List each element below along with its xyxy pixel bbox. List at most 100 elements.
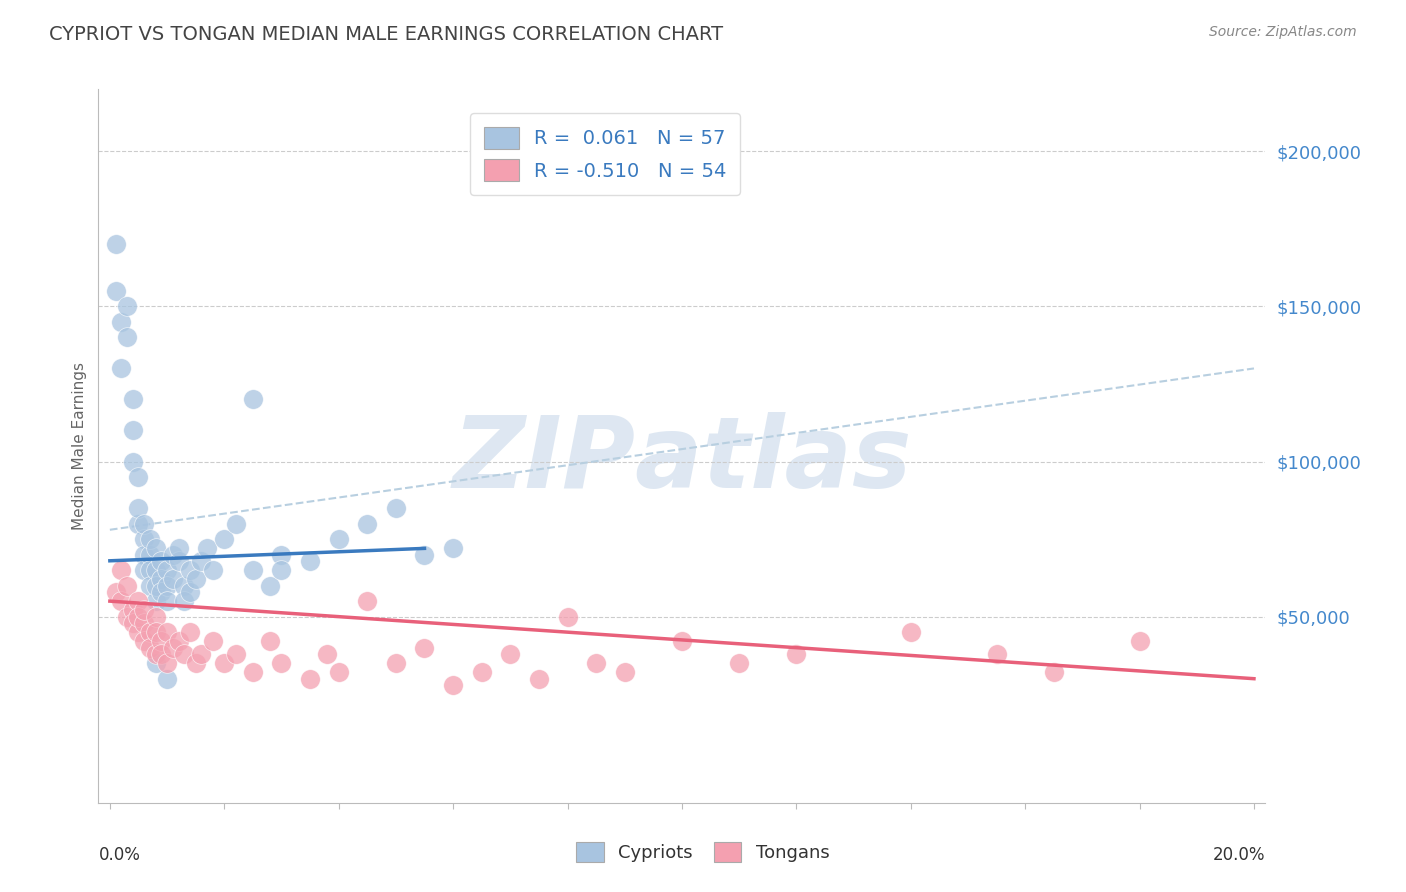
Point: [127, 501, 149, 516]
Point: [356, 516, 378, 531]
Point: [121, 392, 143, 407]
Point: [328, 532, 350, 546]
Point: [900, 625, 922, 640]
Legend: R =  0.061   N = 57, R = -0.510   N = 54: R = 0.061 N = 57, R = -0.510 N = 54: [470, 113, 740, 195]
Point: [121, 454, 143, 468]
Point: [167, 554, 190, 568]
Point: [184, 656, 207, 670]
Point: [214, 532, 236, 546]
Point: [139, 579, 162, 593]
Point: [328, 665, 350, 680]
Point: [527, 672, 550, 686]
Point: [134, 532, 156, 546]
Point: [127, 625, 149, 640]
Point: [156, 672, 179, 686]
Point: [145, 625, 167, 640]
Point: [156, 563, 179, 577]
Point: [270, 656, 292, 670]
Point: [499, 647, 522, 661]
Point: [139, 563, 162, 577]
Point: [145, 609, 167, 624]
Point: [121, 603, 143, 617]
Point: [145, 541, 167, 556]
Point: [259, 634, 281, 648]
Point: [134, 548, 156, 562]
Point: [156, 579, 179, 593]
Point: [156, 594, 179, 608]
Point: [557, 609, 579, 624]
Point: [299, 554, 322, 568]
Point: [150, 634, 173, 648]
Point: [167, 634, 190, 648]
Point: [104, 237, 127, 252]
Text: 20.0%: 20.0%: [1213, 846, 1265, 863]
Point: [385, 501, 408, 516]
Point: [156, 625, 179, 640]
Text: 0.0%: 0.0%: [98, 846, 141, 863]
Point: [127, 594, 149, 608]
Legend: Cypriots, Tongans: Cypriots, Tongans: [569, 835, 837, 870]
Point: [225, 516, 247, 531]
Text: CYPRIOT VS TONGAN MEDIAN MALE EARNINGS CORRELATION CHART: CYPRIOT VS TONGAN MEDIAN MALE EARNINGS C…: [49, 25, 723, 44]
Point: [104, 284, 127, 298]
Point: [671, 634, 693, 648]
Point: [179, 625, 201, 640]
Point: [1128, 634, 1150, 648]
Point: [110, 563, 132, 577]
Point: [150, 584, 173, 599]
Point: [179, 563, 201, 577]
Point: [728, 656, 751, 670]
Point: [121, 615, 143, 630]
Point: [162, 640, 184, 655]
Point: [162, 573, 184, 587]
Point: [316, 647, 339, 661]
Point: [585, 656, 607, 670]
Point: [115, 330, 138, 344]
Point: [134, 603, 156, 617]
Point: [162, 548, 184, 562]
Point: [139, 640, 162, 655]
Point: [242, 563, 264, 577]
Point: [134, 634, 156, 648]
Point: [190, 647, 212, 661]
Point: [201, 563, 224, 577]
Point: [195, 541, 218, 556]
Point: [145, 594, 167, 608]
Point: [986, 647, 1008, 661]
Point: [471, 665, 494, 680]
Point: [134, 563, 156, 577]
Point: [270, 548, 292, 562]
Point: [145, 579, 167, 593]
Point: [613, 665, 636, 680]
Text: ZIP​atlas: ZIP​atlas: [453, 412, 911, 508]
Point: [156, 656, 179, 670]
Point: [214, 656, 236, 670]
Point: [115, 579, 138, 593]
Point: [242, 665, 264, 680]
Point: [179, 584, 201, 599]
Point: [139, 532, 162, 546]
Point: [242, 392, 264, 407]
Point: [145, 563, 167, 577]
Point: [270, 563, 292, 577]
Point: [441, 678, 464, 692]
Point: [150, 554, 173, 568]
Point: [150, 647, 173, 661]
Point: [173, 647, 195, 661]
Point: [134, 516, 156, 531]
Point: [356, 594, 378, 608]
Point: [1042, 665, 1064, 680]
Point: [167, 541, 190, 556]
Point: [127, 516, 149, 531]
Point: [184, 573, 207, 587]
Point: [173, 594, 195, 608]
Point: [385, 656, 408, 670]
Point: [299, 672, 322, 686]
Y-axis label: Median Male Earnings: Median Male Earnings: [72, 362, 87, 530]
Point: [145, 647, 167, 661]
Point: [225, 647, 247, 661]
Point: [110, 361, 132, 376]
Point: [127, 609, 149, 624]
Point: [413, 640, 436, 655]
Point: [139, 625, 162, 640]
